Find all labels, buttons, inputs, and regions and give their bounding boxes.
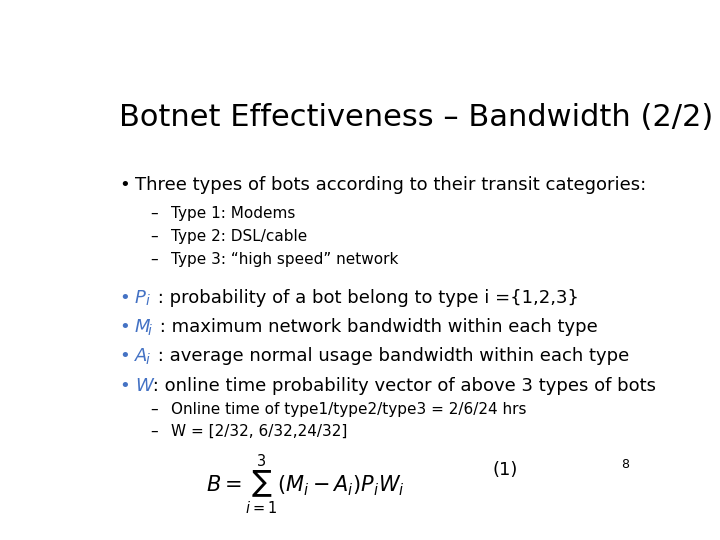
- Text: i: i: [145, 294, 150, 308]
- Text: $B = \sum_{i=1}^{3}(M_i - A_i)P_i W_i$: $B = \sum_{i=1}^{3}(M_i - A_i)P_i W_i$: [206, 453, 405, 516]
- Text: •: •: [120, 289, 130, 307]
- Text: –: –: [150, 206, 158, 221]
- Text: •: •: [120, 347, 130, 366]
- Text: W = [2/32, 6/32,24/32]: W = [2/32, 6/32,24/32]: [171, 423, 348, 438]
- Text: (1): (1): [493, 461, 518, 478]
- Text: Type 2: DSL/cable: Type 2: DSL/cable: [171, 229, 307, 244]
- Text: Three types of bots according to their transit categories:: Three types of bots according to their t…: [135, 177, 647, 194]
- Text: –: –: [150, 423, 158, 438]
- Text: –: –: [150, 402, 158, 417]
- Text: •: •: [120, 318, 130, 336]
- Text: : probability of a bot belong to type i ={1,2,3}: : probability of a bot belong to type i …: [152, 289, 579, 307]
- Text: Online time of type1/type2/type3 = 2/6/24 hrs: Online time of type1/type2/type3 = 2/6/2…: [171, 402, 527, 417]
- Text: Type 3: “high speed” network: Type 3: “high speed” network: [171, 252, 399, 267]
- Text: W: W: [135, 377, 153, 395]
- Text: : average normal usage bandwidth within each type: : average normal usage bandwidth within …: [152, 347, 629, 366]
- Text: A: A: [135, 347, 148, 366]
- Text: –: –: [150, 252, 158, 267]
- Text: 8: 8: [621, 458, 629, 471]
- Text: •: •: [120, 177, 130, 194]
- Text: : maximum network bandwidth within each type: : maximum network bandwidth within each …: [153, 318, 598, 336]
- Text: –: –: [150, 229, 158, 244]
- Text: i: i: [145, 353, 150, 367]
- Text: Botnet Effectiveness – Bandwidth (2/2): Botnet Effectiveness – Bandwidth (2/2): [120, 103, 714, 132]
- Text: P: P: [135, 289, 146, 307]
- Text: •: •: [120, 377, 130, 395]
- Text: Type 1: Modems: Type 1: Modems: [171, 206, 296, 221]
- Text: M: M: [135, 318, 150, 336]
- Text: i: i: [148, 323, 151, 338]
- Text: : online time probability vector of above 3 types of bots: : online time probability vector of abov…: [148, 377, 657, 395]
